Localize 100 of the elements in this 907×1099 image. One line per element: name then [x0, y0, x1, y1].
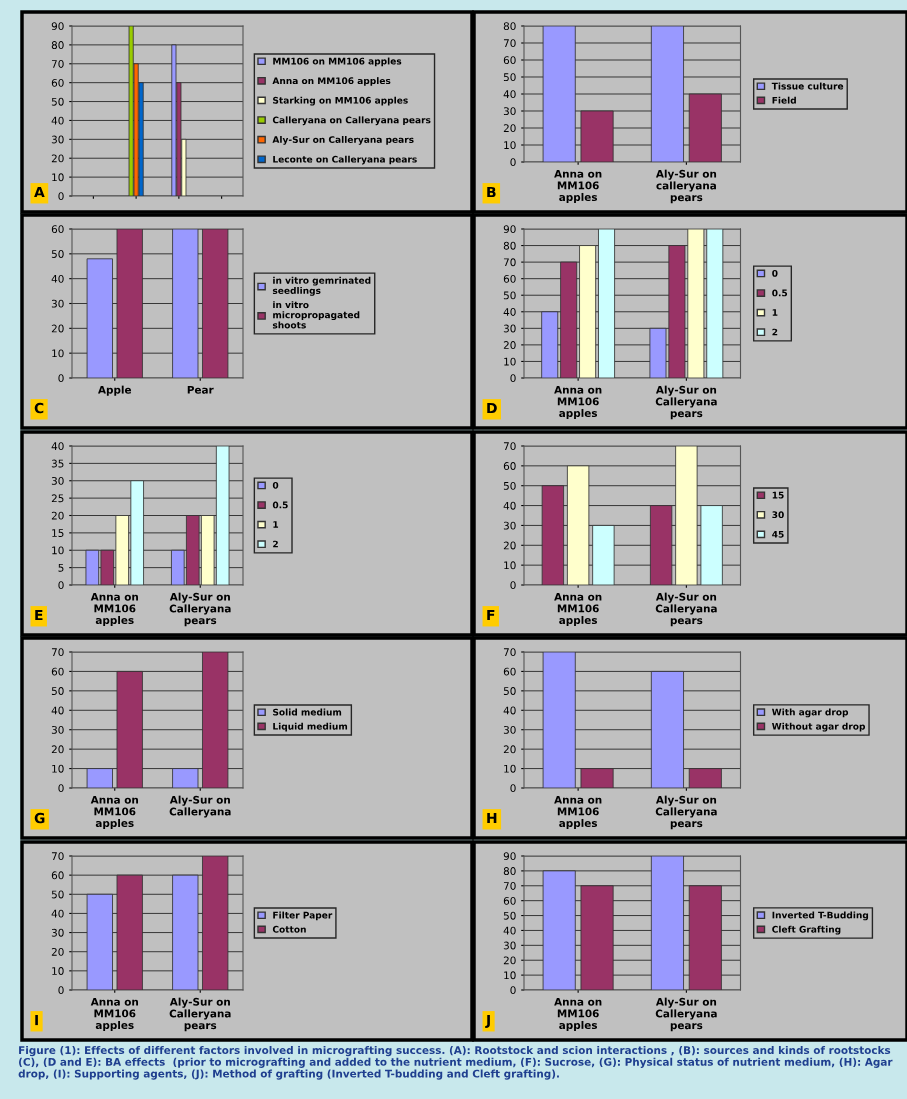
x-tick-label: Aly-Sur on Calleryana pears: [169, 592, 231, 627]
legend-label: Calleryana on Calleryana pears: [272, 116, 431, 126]
y-tick-label: 10: [504, 561, 516, 570]
y-tick-label: 10: [52, 546, 64, 555]
y-tick-label: 60: [503, 462, 516, 470]
y-tick-label: 0: [510, 158, 516, 167]
y-tick-label: 25: [51, 494, 64, 503]
y-tick-label: 10: [504, 971, 516, 980]
y-tick-label: 70: [503, 882, 516, 890]
y-tick-label: 70: [51, 852, 64, 861]
y-tick-label: 70: [503, 442, 516, 451]
y-tick-label: 60: [51, 667, 64, 676]
x-tick-label: Anna on MM106 apples: [554, 997, 602, 1032]
y-tick-label: 30: [51, 135, 64, 144]
legend-label: Solid medium: [273, 708, 342, 716]
text: A: [34, 186, 45, 198]
y-tick-label: 5: [58, 563, 64, 572]
y-tick-label: 30: [51, 299, 64, 308]
x-tick-label: Anna on MM106 apples: [554, 795, 602, 830]
y-tick-label: 30: [51, 928, 64, 937]
legend-label: Field: [772, 96, 796, 104]
y-tick-label: 0: [510, 784, 516, 793]
y-tick-label: 70: [503, 39, 516, 48]
y-tick-label: 20: [503, 124, 516, 133]
x-tick-label: Anna on MM106 apples: [554, 592, 602, 627]
text: E: [35, 609, 43, 621]
y-tick-label: 0: [58, 986, 64, 995]
x-tick-label: Aly-Sur on Calleryana pears: [655, 795, 717, 830]
y-tick-label: 0: [58, 192, 64, 201]
legend-label: in vitro micropropagated shoots: [272, 301, 360, 329]
y-tick-label: 20: [503, 341, 516, 349]
y-tick-label: 40: [51, 116, 64, 125]
text: C: [34, 402, 44, 414]
y-tick-label: 50: [503, 687, 516, 695]
y-tick-label: 40: [503, 926, 516, 935]
x-tick-label: Aly-Sur on Calleryana: [169, 795, 231, 818]
x-tick-label: Aly-Sur on Calleryana pears: [169, 997, 231, 1032]
y-tick-label: 90: [503, 852, 516, 861]
y-tick-label: 50: [503, 911, 516, 920]
y-tick-label: 40: [51, 274, 64, 283]
y-tick-label: 20: [51, 324, 64, 333]
y-tick-label: 0: [510, 581, 516, 590]
legend-label: 1: [273, 521, 279, 528]
x-tick-label: Apple: [98, 385, 132, 396]
legend-label: 0.5: [772, 289, 788, 297]
legend-label: 0.5: [272, 501, 288, 509]
x-tick-label: Anna on MM106 apples: [90, 997, 138, 1032]
y-tick-label: 40: [51, 706, 64, 715]
y-tick-label: 60: [51, 78, 64, 87]
y-tick-label: 80: [503, 241, 516, 250]
y-tick-label: 50: [51, 250, 64, 258]
legend-label: Without agar drop: [772, 722, 866, 732]
y-tick-label: 30: [51, 725, 64, 734]
y-tick-label: 10: [504, 141, 516, 150]
legend-label: Liquid medium: [273, 722, 348, 732]
x-tick-label: Pear: [187, 385, 214, 394]
y-tick-label: 80: [503, 22, 516, 31]
text: G: [34, 812, 45, 824]
y-tick-label: 20: [51, 947, 64, 956]
y-tick-label: 90: [503, 225, 516, 234]
y-tick-label: 60: [503, 56, 516, 65]
text: H: [487, 812, 497, 824]
text: F: [487, 609, 495, 621]
y-tick-label: 30: [503, 941, 516, 950]
legend-label: Cotton: [272, 925, 306, 933]
x-tick-label: Aly-Sur on calleryana pears: [655, 169, 717, 204]
y-tick-label: 30: [503, 324, 516, 333]
y-tick-label: 50: [503, 291, 516, 300]
y-tick-label: 10: [504, 764, 516, 773]
y-tick-label: 50: [503, 481, 516, 490]
text: B: [487, 186, 496, 198]
text: I: [35, 1014, 38, 1026]
legend-label: 2: [772, 328, 778, 336]
legend-label: 15: [772, 491, 784, 499]
y-tick-label: 20: [51, 154, 64, 163]
y-tick-label: 40: [503, 90, 516, 99]
y-tick-label: 70: [51, 60, 64, 68]
x-tick-label: Anna on MM106 apples: [90, 795, 138, 830]
y-tick-label: 30: [503, 521, 516, 530]
y-tick-label: 10: [52, 173, 64, 182]
y-tick-label: 10: [504, 357, 516, 366]
legend-label: 1: [772, 309, 778, 316]
y-tick-label: 10: [52, 764, 64, 773]
legend-label: 30: [772, 511, 784, 519]
legend-label: 0: [772, 269, 778, 277]
y-tick-label: 60: [51, 225, 64, 234]
legend-label: Tissue culture: [771, 82, 844, 90]
text: D: [487, 402, 497, 414]
y-tick-label: 10: [52, 967, 64, 975]
y-tick-label: 60: [503, 667, 516, 676]
y-tick-label: 40: [51, 909, 64, 918]
y-tick-label: 20: [503, 745, 516, 754]
legend-label: Anna on MM106 apples: [272, 77, 391, 86]
y-tick-label: 60: [51, 871, 64, 880]
y-tick-label: 0: [510, 986, 516, 995]
y-tick-label: 50: [503, 73, 516, 82]
y-tick-label: 15: [52, 529, 64, 537]
y-tick-label: 20: [51, 745, 64, 754]
legend-label: in vitro gemrinated seedlings: [272, 276, 371, 296]
y-tick-label: 80: [51, 41, 64, 49]
